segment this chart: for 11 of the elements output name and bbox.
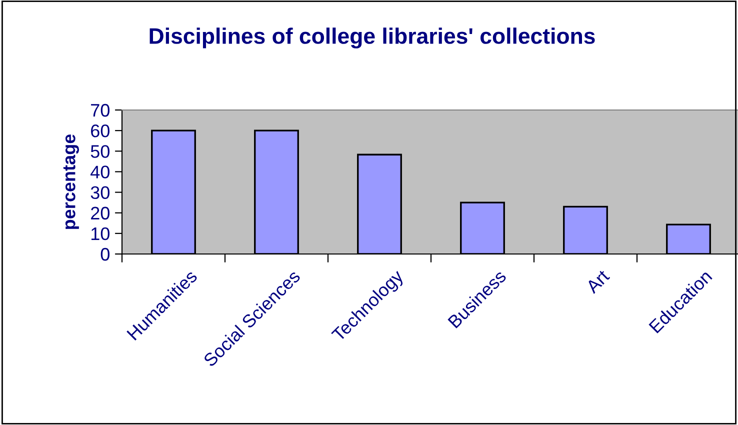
y-tick-label: 30 [90,186,110,200]
y-axis-title: percentage [63,134,79,229]
y-tick-label: 50 [90,145,110,158]
y-tick-label: 0 [100,248,110,261]
chart-title: Disciplines of college libraries' collections [150,28,595,48]
y-tick-label: 20 [91,206,110,220]
y-tick-label: 60 [91,124,110,138]
y-tick-label: 10 [91,227,110,240]
x-tick-label: Art [585,268,610,294]
y-tick-label: 70 [91,104,110,117]
y-tick-label: 40 [90,166,110,178]
